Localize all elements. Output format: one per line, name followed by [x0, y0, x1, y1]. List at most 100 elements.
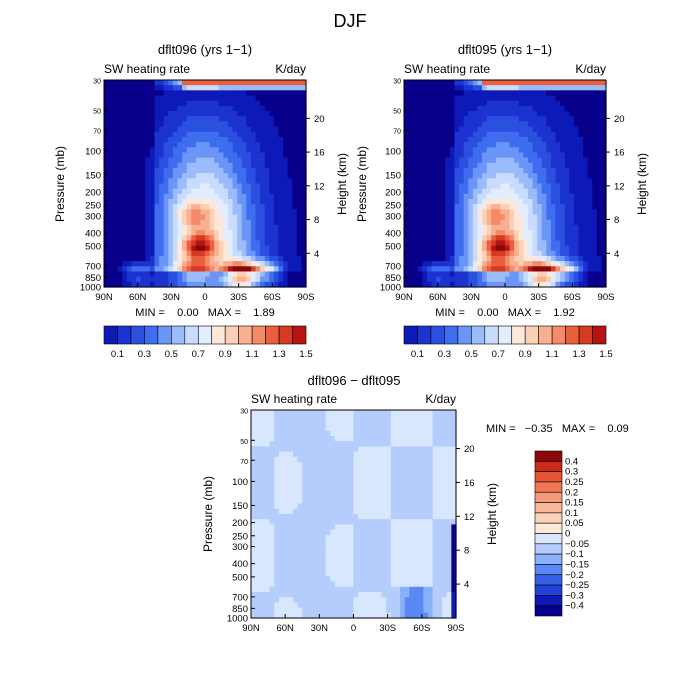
- y-tick-label: 250: [385, 201, 401, 212]
- heatmap-cell: [334, 420, 341, 427]
- heatmap-cell: [454, 167, 460, 174]
- heatmap-cell: [117, 85, 123, 91]
- heatmap-cell: [283, 456, 289, 463]
- heatmap-cell: [306, 514, 313, 520]
- heatmap-cell: [214, 199, 220, 205]
- heatmap-cell: [445, 255, 451, 262]
- heatmap-cell: [182, 276, 188, 283]
- heatmap-cell: [330, 410, 336, 416]
- heatmap-cell: [477, 276, 483, 283]
- heatmap-cell: [264, 462, 271, 468]
- heatmap-cell: [108, 85, 114, 91]
- heatmap-cell: [353, 462, 359, 468]
- heatmap-cell: [122, 204, 128, 210]
- heatmap-cell: [395, 545, 401, 551]
- heatmap-cell: [159, 276, 165, 283]
- heatmap-cell: [592, 80, 598, 86]
- heatmap-cell: [163, 178, 169, 185]
- heatmap-cell: [297, 488, 303, 494]
- heatmap-cell: [417, 80, 423, 86]
- y-tick-label: 50: [93, 109, 101, 116]
- heatmap-cell: [442, 430, 448, 437]
- heatmap-cell: [292, 508, 299, 515]
- colorbar-swatch: [265, 325, 280, 345]
- heatmap-cell: [451, 540, 457, 546]
- heatmap-cell: [537, 173, 543, 179]
- heatmap-cell: [182, 147, 188, 154]
- heatmap-cell: [367, 477, 373, 484]
- heatmap-cell: [122, 255, 128, 262]
- heatmap-cell: [459, 271, 465, 278]
- heatmap-cell: [227, 230, 234, 236]
- heatmap-cell: [449, 183, 456, 190]
- heatmap-cell: [423, 410, 429, 416]
- heatmap-cell: [302, 482, 308, 489]
- heatmap-cell: [376, 498, 383, 505]
- heatmap-cell: [163, 266, 169, 273]
- heatmap-cell: [372, 462, 378, 468]
- heatmap-cell: [532, 100, 538, 107]
- heatmap-cell: [372, 519, 378, 525]
- heatmap-cell: [292, 193, 298, 200]
- heatmap-cell: [145, 230, 151, 236]
- heatmap-cell: [302, 425, 308, 432]
- heatmap-cell: [292, 415, 299, 421]
- heatmap-cell: [205, 142, 211, 148]
- heatmap-cell: [418, 415, 424, 421]
- heatmap-cell: [523, 80, 529, 86]
- heatmap-cell: [550, 276, 557, 283]
- heatmap-cell: [426, 250, 433, 257]
- heatmap-cell: [587, 240, 593, 247]
- heatmap-cell: [468, 116, 474, 122]
- heatmap-cell: [546, 162, 552, 169]
- heatmap-cell: [592, 95, 598, 102]
- heatmap-cell: [509, 250, 515, 257]
- heatmap-cell: [273, 261, 280, 267]
- heatmap-cell: [246, 142, 252, 148]
- heatmap-cell: [159, 281, 165, 288]
- heatmap-cell: [237, 167, 243, 174]
- heatmap-cell: [431, 266, 437, 273]
- heatmap-cell: [195, 90, 202, 97]
- heatmap-cell: [136, 136, 142, 143]
- heatmap-cell: [532, 131, 538, 138]
- heatmap-cell: [168, 230, 174, 236]
- heatmap-cell: [390, 477, 397, 484]
- heatmap-cell: [446, 425, 452, 432]
- heatmap-cell: [362, 451, 369, 458]
- heatmap-cell: [126, 271, 133, 278]
- heatmap-cell: [195, 167, 202, 174]
- heatmap-cell: [468, 209, 474, 216]
- heatmap-cell: [491, 209, 497, 216]
- heatmap-cell: [432, 436, 438, 442]
- heatmap-cell: [358, 498, 364, 505]
- heatmap-cell: [601, 178, 607, 185]
- heatmap-cell: [218, 147, 224, 154]
- heatmap-cell: [264, 121, 270, 128]
- heatmap-cell: [287, 271, 293, 278]
- heatmap-cell: [523, 142, 529, 148]
- heatmap-cell: [437, 446, 443, 453]
- heatmap-cell: [408, 224, 414, 231]
- heatmap-cell: [334, 534, 341, 541]
- heatmap-cell: [246, 147, 252, 154]
- heatmap-cell: [163, 116, 169, 122]
- heatmap-cell: [491, 271, 497, 278]
- heatmap-cell: [218, 245, 224, 252]
- heatmap-cell: [472, 85, 479, 91]
- heatmap-cell: [358, 514, 364, 520]
- heatmap-cell: [168, 152, 174, 159]
- heatmap-cell: [413, 193, 419, 200]
- heatmap-cell: [390, 482, 397, 489]
- heatmap-cell: [446, 467, 452, 473]
- heatmap-cell: [209, 147, 215, 154]
- heatmap-cell: [301, 266, 307, 273]
- heatmap-cell: [339, 425, 345, 432]
- heatmap-cell: [372, 482, 378, 489]
- heatmap-cell: [278, 550, 285, 557]
- heatmap-cell: [578, 142, 584, 148]
- heatmap-cell: [472, 240, 479, 247]
- heatmap-cell: [386, 446, 392, 453]
- heatmap-cell: [459, 178, 465, 185]
- heatmap-cell: [555, 116, 561, 122]
